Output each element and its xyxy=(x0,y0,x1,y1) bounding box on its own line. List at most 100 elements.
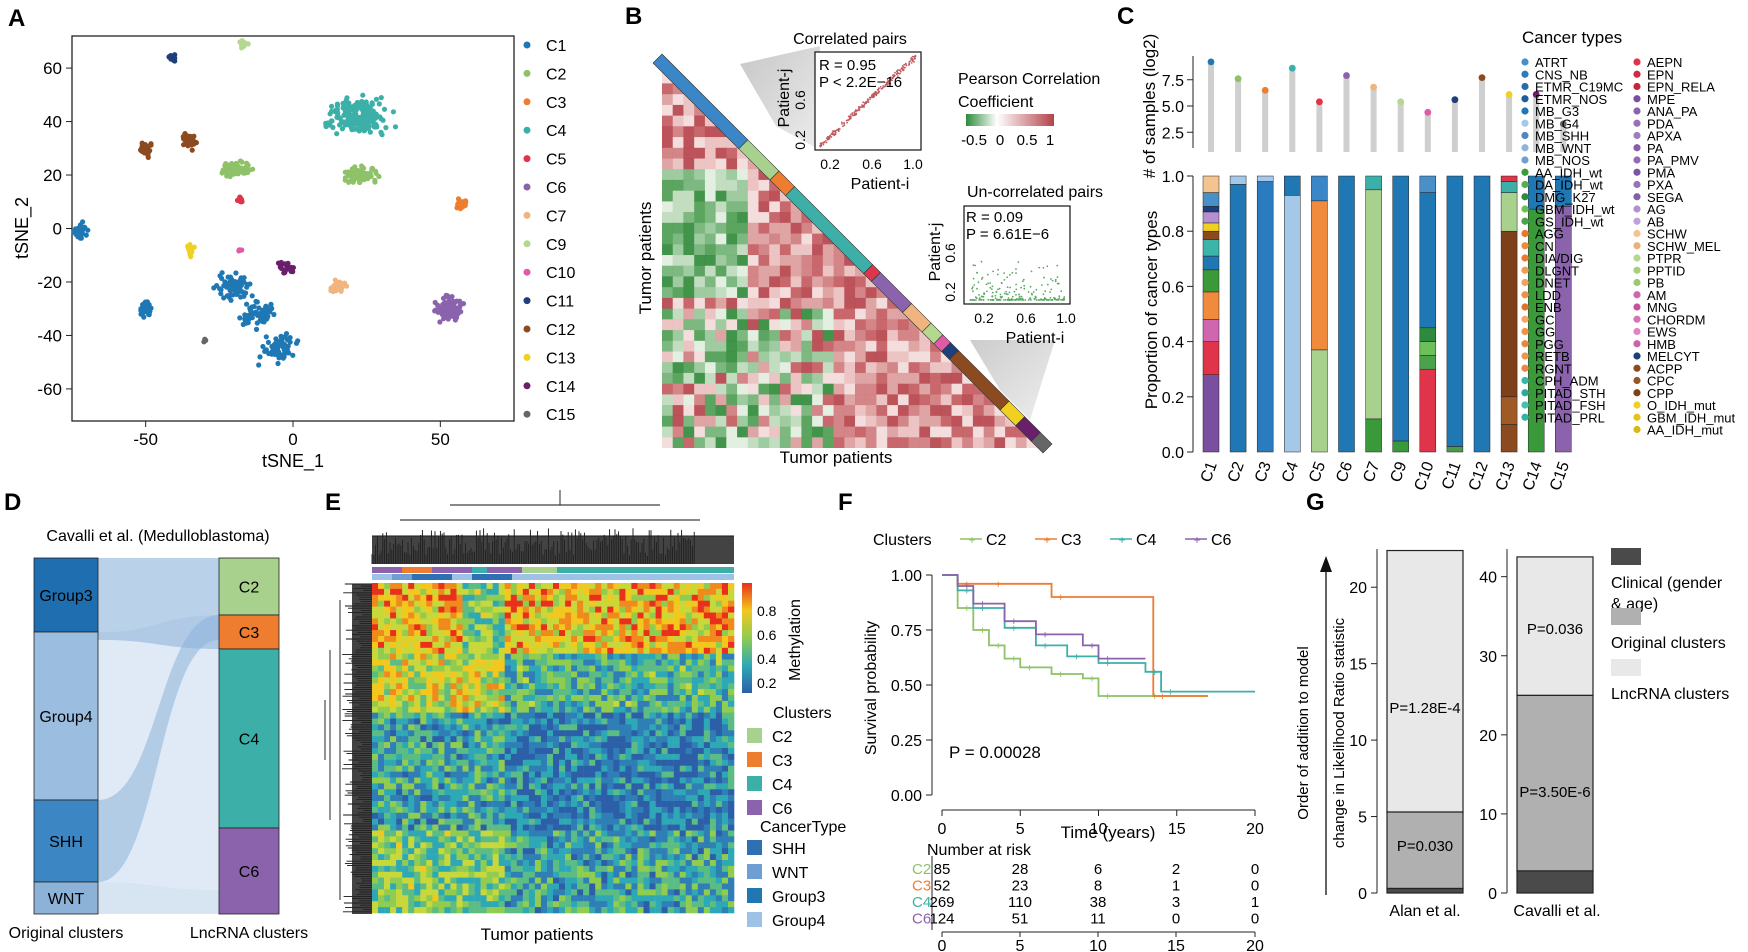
methylation-cell xyxy=(534,753,542,761)
methylation-cell xyxy=(492,706,499,713)
correlation-cell xyxy=(758,340,770,352)
methylation-cell xyxy=(456,695,463,702)
pearson-tick-3: 0.5 xyxy=(1017,132,1038,149)
methylation-cell xyxy=(601,718,608,725)
methylation-cell xyxy=(396,606,403,613)
correlation-cell xyxy=(822,383,834,395)
cancer-legend-label: MB_SHH xyxy=(1535,129,1589,144)
methylation-cell xyxy=(414,600,421,607)
methylation-cell xyxy=(510,641,518,649)
cancer-legend-label: RGNT xyxy=(1535,361,1572,376)
correlation-cell xyxy=(726,319,738,331)
correlation-cell xyxy=(672,222,684,234)
methylation-cell xyxy=(697,659,705,666)
methylation-cell xyxy=(384,618,391,625)
uncorrelated-dot xyxy=(1023,287,1026,290)
tsne-point-c1 xyxy=(233,290,239,296)
correlation-cell xyxy=(822,297,834,309)
methylation-cell xyxy=(480,659,487,666)
methylation-cell xyxy=(378,606,385,613)
methylation-cell xyxy=(396,636,403,643)
methylation-cell xyxy=(402,759,409,766)
methylation-cell xyxy=(378,689,385,696)
tsne-point-c1 xyxy=(211,285,217,291)
correlation-cell xyxy=(779,158,791,170)
tsne-point-c2 xyxy=(237,158,244,164)
uncorrelated-dot xyxy=(998,287,1001,290)
methylation-cell xyxy=(667,630,674,637)
correlation-cell xyxy=(662,255,673,266)
correlation-cell xyxy=(876,372,888,384)
cluster-annotation-bar xyxy=(402,567,432,573)
sankey-left-node xyxy=(33,881,99,915)
methylation-cell xyxy=(613,730,620,737)
methylation-cell xyxy=(516,748,524,755)
methylation-cell xyxy=(655,683,662,690)
tsne-legend-label: C5 xyxy=(546,152,567,169)
methylation-cell xyxy=(547,659,554,666)
methylation-cell xyxy=(414,665,421,672)
methylation-cell xyxy=(486,600,493,607)
tsne-point-c1 xyxy=(80,219,86,225)
methylation-cell xyxy=(685,671,692,678)
correlated-dot xyxy=(873,93,876,96)
uncorrelated-dot xyxy=(1006,286,1009,288)
uncorrelated-dot xyxy=(1015,268,1017,270)
methylation-cell xyxy=(432,583,439,590)
correlation-cell xyxy=(897,201,909,213)
methylation-cell xyxy=(589,647,596,654)
methylation-cell xyxy=(661,700,668,708)
methylation-cell xyxy=(643,765,650,772)
methylation-cell xyxy=(577,665,584,672)
correlation-cell xyxy=(704,83,716,95)
correlation-cell xyxy=(694,169,706,181)
methylation-cell xyxy=(643,594,650,601)
methylation-cell xyxy=(577,736,584,743)
correlated-dot xyxy=(887,82,890,84)
methylation-cell xyxy=(504,671,511,678)
lollipop-head xyxy=(1451,96,1459,104)
correlation-cell xyxy=(908,394,920,406)
methylation-cell xyxy=(468,765,475,772)
correlated-dot xyxy=(896,72,898,75)
sankey-right-node-label: C2 xyxy=(239,580,260,597)
methylation-cell xyxy=(528,636,536,643)
methylation-cell xyxy=(619,736,626,743)
methylation-cell xyxy=(534,641,542,649)
methylation-cell xyxy=(565,594,572,601)
tsne-point-c6 xyxy=(452,317,458,323)
correlation-cell xyxy=(855,319,866,331)
tsne-point-c6 xyxy=(456,305,462,311)
methylation-cell xyxy=(697,665,705,672)
methylation-cell xyxy=(607,641,614,649)
methylation-cell xyxy=(396,759,403,766)
tsne-y-tick-label: -20 xyxy=(37,273,62,292)
methylation-cell xyxy=(540,700,548,708)
tsne-legend-label: C9 xyxy=(546,237,567,254)
correlation-cell xyxy=(747,287,759,299)
methylation-cell xyxy=(438,641,445,649)
correlation-cell xyxy=(694,308,706,320)
correlation-cell xyxy=(919,372,931,384)
methylation-cell xyxy=(679,659,686,666)
methylation-cell xyxy=(703,742,711,749)
methylation-cell xyxy=(534,624,542,631)
methylation-cell xyxy=(571,647,578,654)
methylation-cell xyxy=(643,671,650,678)
correlation-cell xyxy=(704,287,716,299)
methylation-cell xyxy=(649,588,656,596)
methylation-cell xyxy=(577,624,584,631)
methylation-cell xyxy=(709,712,717,719)
methylation-cell xyxy=(462,671,469,678)
tsne-point-c2 xyxy=(233,160,239,166)
methylation-cell xyxy=(474,748,481,755)
correlation-cell xyxy=(704,265,716,277)
methylation-cell xyxy=(438,730,445,737)
methylation-cell xyxy=(583,736,590,743)
methylation-cell xyxy=(559,600,566,607)
correlation-cell xyxy=(694,426,706,438)
methylation-cell xyxy=(444,636,451,643)
methylation-cell xyxy=(697,753,705,761)
correlation-cell xyxy=(876,233,888,245)
uncorrelated-dot xyxy=(991,295,993,298)
